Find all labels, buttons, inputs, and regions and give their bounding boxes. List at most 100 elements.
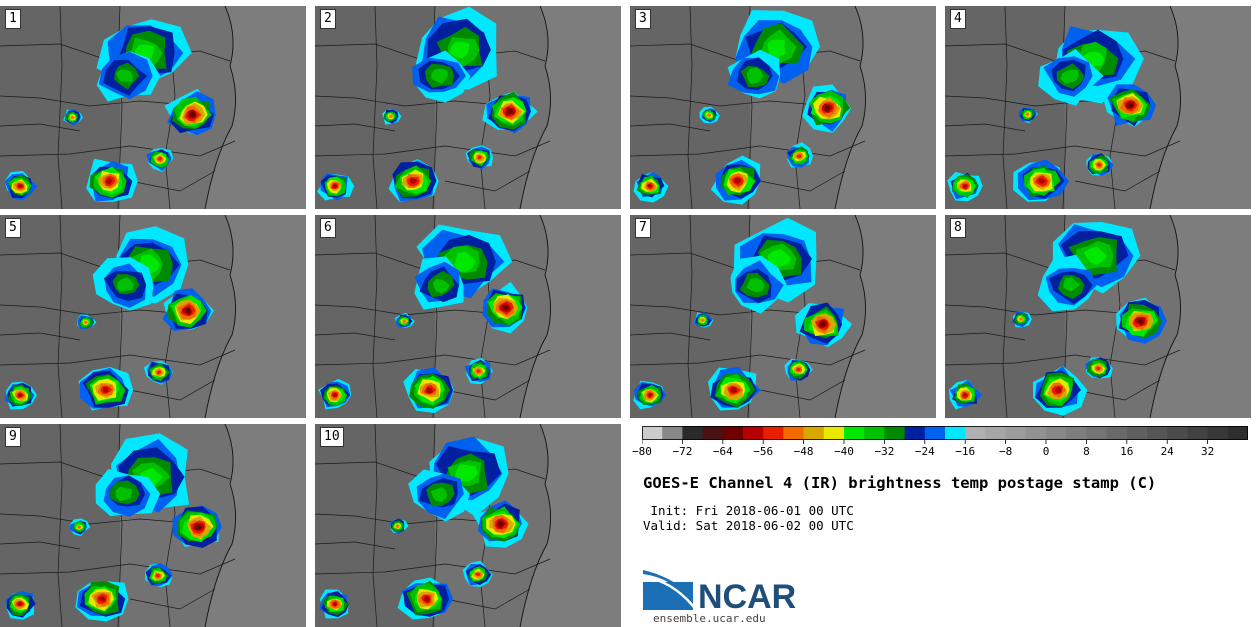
colorbar-segment — [823, 426, 845, 440]
colorbar-segment — [1126, 426, 1148, 440]
convective-cell — [195, 524, 202, 530]
panel-number-label: 1 — [5, 9, 21, 29]
cloud-band — [1084, 246, 1108, 265]
coastline — [204, 6, 236, 209]
colorbar-segment — [642, 426, 663, 440]
ensemble-member-panel[interactable]: 3 — [630, 6, 936, 209]
coastline — [834, 6, 866, 209]
state-border — [759, 379, 846, 401]
convective-cell — [819, 321, 826, 327]
ir-satellite-map — [945, 215, 1251, 418]
colorbar-segment — [864, 426, 885, 440]
state-border — [630, 332, 711, 341]
coastline — [1149, 6, 1181, 209]
state-border — [0, 541, 81, 550]
colorbar-segment — [1025, 426, 1047, 440]
convective-cell — [157, 156, 163, 161]
colorbar-segment — [985, 426, 1007, 440]
state-border — [315, 95, 516, 107]
panel-number-label: 9 — [5, 427, 21, 447]
convective-cell — [475, 572, 481, 576]
panel-number-label: 7 — [635, 218, 651, 238]
ensemble-member-panel[interactable]: 4 — [945, 6, 1251, 209]
panel-number-label: 3 — [635, 9, 651, 29]
colorbar-segment — [722, 426, 744, 440]
ensemble-member-panel[interactable]: 10 — [315, 424, 621, 627]
state-border — [687, 6, 693, 209]
state-border — [57, 215, 63, 418]
convective-cell — [425, 387, 433, 394]
ensemble-member-panel[interactable]: 6 — [315, 215, 621, 418]
convective-cell — [497, 521, 504, 527]
ensemble-member-panel[interactable]: 7 — [630, 215, 936, 418]
colorbar-segment — [662, 426, 683, 440]
convective-cell — [70, 116, 74, 119]
state-border — [444, 379, 531, 401]
convective-cell — [332, 393, 337, 397]
state-border — [444, 170, 531, 192]
panel-number-label: 2 — [320, 9, 336, 29]
state-border — [315, 349, 551, 366]
convective-cell — [1096, 366, 1101, 371]
colorbar-tick-label: 8 — [1083, 445, 1090, 458]
colorbar-segment — [1005, 426, 1027, 440]
state-border — [315, 332, 396, 341]
convective-cell — [824, 105, 830, 112]
ir-satellite-map — [315, 424, 621, 627]
ensemble-member-panel[interactable]: 5 — [0, 215, 306, 418]
coastline — [834, 215, 866, 418]
convective-cell — [476, 369, 481, 373]
colorbar-segment — [924, 426, 946, 440]
colorbar-tick-label: −40 — [834, 445, 854, 458]
colorbar-segment — [682, 426, 704, 440]
state-border — [444, 588, 531, 610]
ir-satellite-map — [630, 215, 936, 418]
colorbar-tick-label: −64 — [712, 445, 733, 458]
state-border — [1002, 6, 1008, 209]
convective-cell — [395, 524, 400, 528]
state-border — [630, 349, 866, 366]
colorbar-tick-label: −48 — [793, 445, 814, 458]
convective-cell — [389, 115, 393, 118]
colorbar-segment — [1066, 426, 1087, 440]
website-url[interactable]: ensemble.ucar.edu — [653, 612, 766, 625]
colorbar-tick-label: −16 — [955, 445, 976, 458]
state-border — [315, 558, 551, 575]
ensemble-member-panel[interactable]: 9 — [0, 424, 306, 627]
state-border — [0, 304, 201, 316]
colorbar-segment — [803, 426, 825, 440]
ir-satellite-map — [945, 6, 1251, 209]
convective-cell — [1025, 113, 1030, 116]
panel-number-label: 10 — [320, 427, 344, 447]
state-border — [372, 424, 378, 627]
cloud-band — [1063, 277, 1081, 292]
colorbar-segment — [1046, 426, 1067, 440]
ir-satellite-map — [315, 215, 621, 418]
ensemble-member-panel[interactable]: 8 — [945, 215, 1251, 418]
colorbar-segment — [743, 426, 764, 440]
state-border — [129, 379, 216, 401]
convective-cell — [734, 177, 742, 185]
ensemble-member-panel[interactable]: 2 — [315, 6, 621, 209]
colorbar-tick-label: 16 — [1120, 445, 1134, 458]
ncar-logo-text: NCAR — [698, 578, 797, 616]
state-border — [129, 170, 216, 192]
cloud-band — [454, 251, 476, 272]
convective-cell — [963, 184, 968, 189]
state-border — [1002, 215, 1008, 418]
colorbar-segment — [783, 426, 805, 440]
state-border — [372, 6, 378, 209]
cloud-band — [746, 67, 764, 84]
state-border — [687, 215, 693, 418]
valid-time: Valid: Sat 2018-06-02 00 UTC — [643, 518, 854, 533]
ensemble-member-panel[interactable]: 1 — [0, 6, 306, 209]
cloud-band — [449, 42, 470, 59]
convective-cell — [77, 525, 81, 529]
convective-cell — [648, 392, 652, 397]
convective-cell — [156, 370, 161, 375]
cloud-band — [1060, 69, 1079, 84]
convective-cell — [1096, 162, 1102, 167]
ocean-area — [205, 215, 306, 418]
convective-cell — [700, 318, 705, 322]
convective-cell — [730, 386, 737, 393]
